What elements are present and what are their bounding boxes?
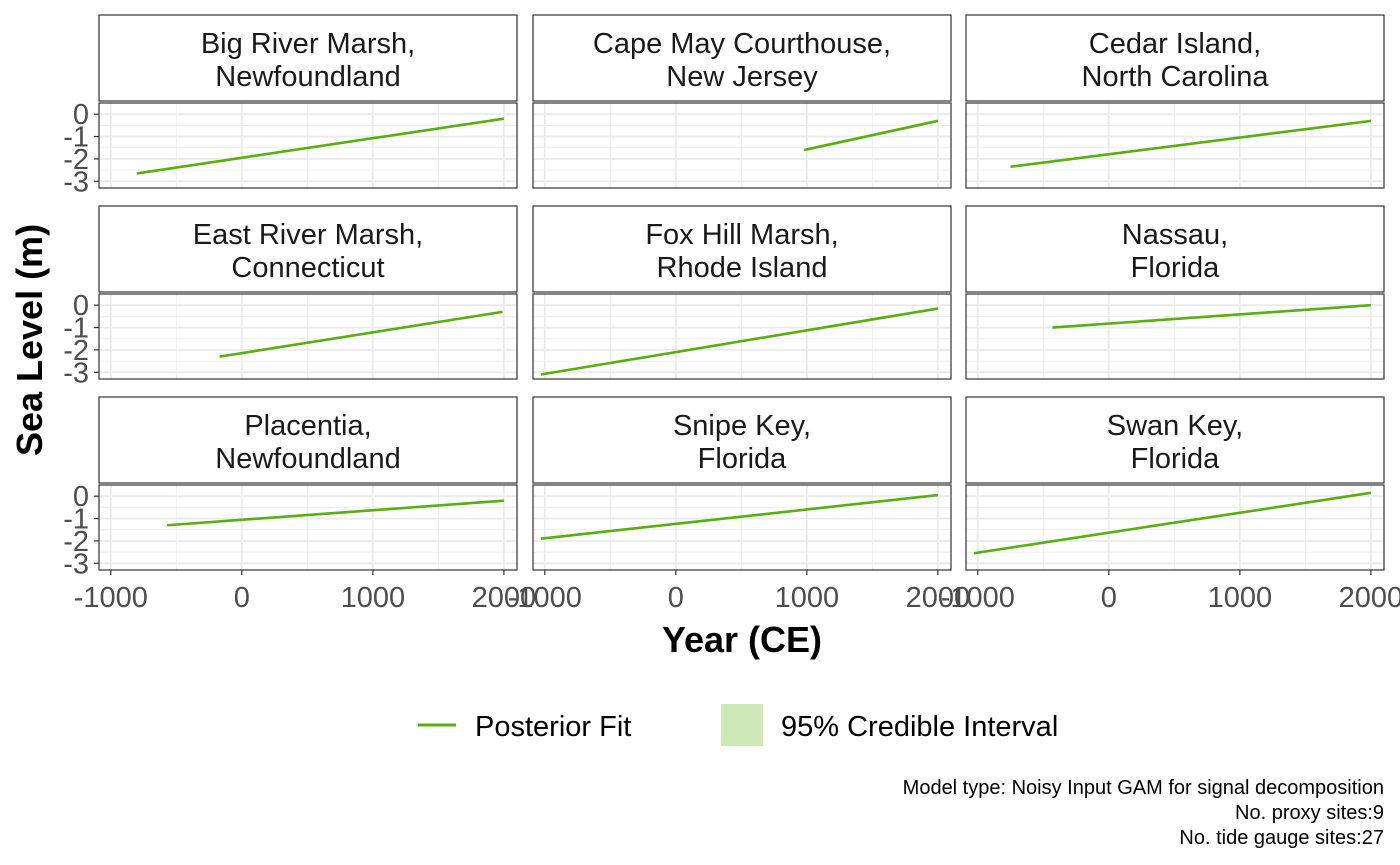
facet-border (965, 293, 1385, 380)
facet-strip (532, 205, 952, 293)
caption-model-type: Model type: Noisy Input GAM for signal d… (903, 777, 1384, 799)
y-tick-label: -3 (63, 548, 89, 580)
y-tick-label: 0 (73, 99, 89, 131)
x-tick-label: 1000 (775, 582, 840, 614)
facet-title-line1: East River Marsh, (193, 219, 423, 251)
y-axis-title: Sea Level (m) (9, 224, 50, 456)
posterior-fit-line (167, 499, 504, 527)
x-tick-label: 2000 (472, 582, 537, 614)
facet-title-line2: Rhode Island (657, 252, 828, 284)
facet-title-line1: Cape May Courthouse, (593, 28, 891, 60)
y-axes-layer: 0-1-2-30-1-2-30-1-2-3 (63, 99, 99, 580)
facet-border (98, 102, 518, 189)
facet-title-line2: Newfoundland (215, 443, 400, 475)
facet-strip (965, 396, 1385, 484)
facet-title-line1: Placentia, (244, 410, 371, 442)
facet-title-line2: Florida (698, 443, 788, 475)
facet-border (532, 484, 952, 571)
posterior-fit-line (803, 119, 939, 152)
x-axis-title: Year (CE) (662, 619, 822, 660)
facet-title-line1: Cedar Island, (1089, 28, 1262, 60)
facet-panel: Snipe Key,Florida (532, 396, 952, 571)
facet-plot-area (533, 103, 951, 188)
x-tick-label: 1000 (341, 582, 406, 614)
facet-panel: Cedar Island,North Carolina (965, 14, 1385, 189)
posterior-fit-line (540, 493, 939, 540)
facet-title-line2: North Carolina (1082, 61, 1270, 93)
facet-panel: East River Marsh,Connecticut (98, 205, 518, 380)
facet-title-line1: Fox Hill Marsh, (645, 219, 838, 251)
caption-tide-gauge-sites: No. tide gauge sites:27 (1179, 827, 1384, 849)
legend-label-credible-interval: 95% Credible Interval (781, 711, 1058, 743)
facet-border (532, 102, 952, 189)
facet-title-line1: Big River Marsh, (201, 28, 415, 60)
posterior-fit-line (136, 117, 505, 175)
x-tick-label: 0 (234, 582, 250, 614)
facet-panel: Cape May Courthouse,New Jersey (532, 14, 952, 189)
x-tick-label: -1000 (941, 582, 1015, 614)
facet-panel: Placentia,Newfoundland (98, 396, 518, 571)
facet-title-line2: Florida (1131, 443, 1221, 475)
facet-title-line1: Swan Key, (1107, 410, 1243, 442)
legend: Posterior Fit 95% Credible Interval (418, 704, 1058, 746)
facet-title-line1: Nassau, (1122, 219, 1228, 251)
y-tick-label: 0 (73, 290, 89, 322)
x-axes-layer: -1000 0 1000 2000-1000 0 1000 2000-1000 0 1000 20… (74, 570, 1400, 614)
posterior-fit-line (1052, 303, 1371, 329)
x-tick-label: 2000 (1339, 582, 1400, 614)
posterior-fit-line (540, 307, 939, 376)
posterior-fit-line (1010, 119, 1372, 169)
x-tick-label: 1000 (1208, 582, 1273, 614)
legend-label-posterior-fit: Posterior Fit (475, 711, 631, 743)
facet-strip (98, 205, 518, 293)
facet-plot-area (99, 294, 517, 379)
facet-plot-area (99, 103, 517, 188)
y-tick-label: -2 (63, 144, 89, 176)
y-tick-label: -2 (63, 526, 89, 558)
facet-border (98, 484, 518, 571)
facet-border (965, 484, 1385, 571)
facet-plot-area (533, 485, 951, 570)
facet-plot-area (966, 485, 1384, 570)
facet-strip (965, 205, 1385, 293)
x-tick-label: 2000 (906, 582, 971, 614)
facet-strip (532, 14, 952, 102)
posterior-fit-line (973, 491, 1372, 555)
facet-title-line2: Florida (1131, 252, 1221, 284)
y-tick-label: -1 (63, 504, 89, 536)
caption: Model type: Noisy Input GAM for signal d… (903, 777, 1384, 849)
facet-title-line2: Connecticut (231, 252, 384, 284)
facet-strip (98, 396, 518, 484)
posterior-fit-line (219, 310, 503, 358)
facet-strip (98, 14, 518, 102)
x-tick-label: -1000 (74, 582, 148, 614)
facet-strip (532, 396, 952, 484)
facet-title-line2: New Jersey (666, 61, 818, 93)
y-tick-label: -1 (63, 122, 89, 154)
caption-proxy-sites: No. proxy sites:9 (1235, 802, 1384, 824)
facet-title-line2: Newfoundland (215, 61, 400, 93)
x-tick-label: 0 (668, 582, 684, 614)
y-tick-label: -3 (63, 166, 89, 198)
facet-panel: Swan Key,Florida (965, 396, 1385, 571)
y-tick-label: -2 (63, 335, 89, 367)
facet-panel: Fox Hill Marsh,Rhode Island (532, 205, 952, 380)
facet-border (965, 102, 1385, 189)
facet-strip (965, 14, 1385, 102)
x-tick-label: -1000 (508, 582, 582, 614)
y-tick-label: -1 (63, 313, 89, 345)
facet-panel: Nassau,Florida (965, 205, 1385, 380)
facet-plot-area (99, 485, 517, 570)
y-tick-label: 0 (73, 481, 89, 513)
facet-panel: Big River Marsh,Newfoundland (98, 14, 518, 189)
facet-border (532, 293, 952, 380)
legend-fill-key (721, 704, 763, 746)
facet-title-line1: Snipe Key, (673, 410, 811, 442)
facet-plot-area (966, 294, 1384, 379)
facet-border (98, 293, 518, 380)
y-tick-label: -3 (63, 357, 89, 389)
x-tick-label: 0 (1101, 582, 1117, 614)
